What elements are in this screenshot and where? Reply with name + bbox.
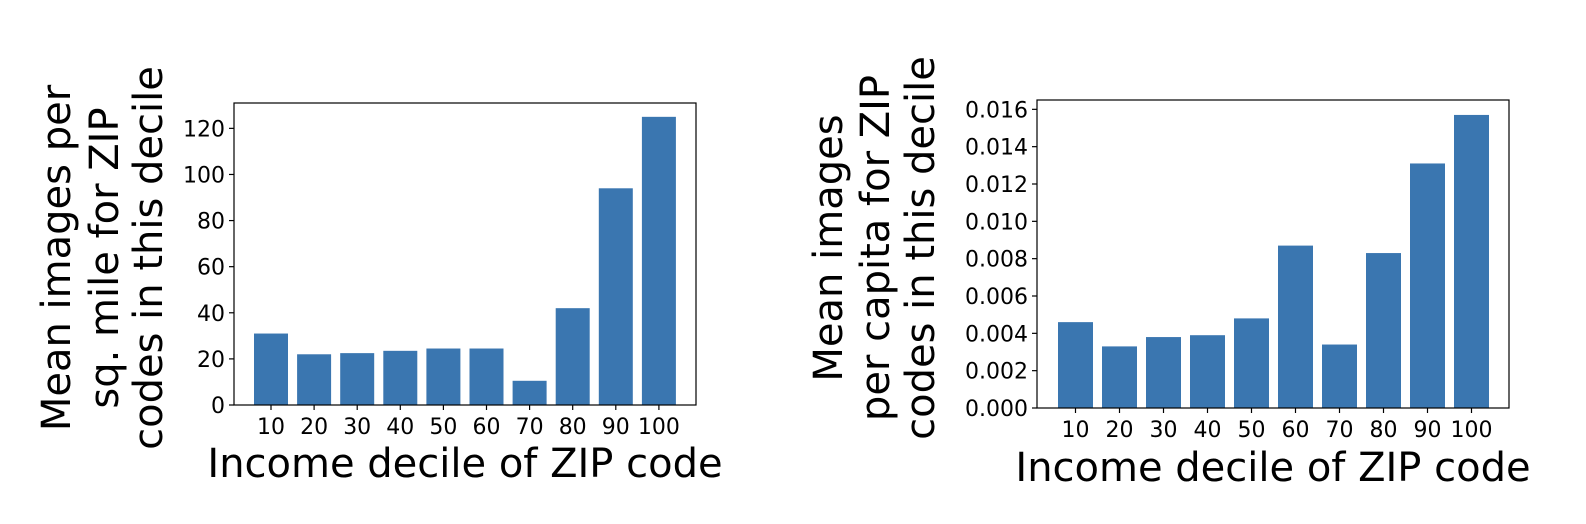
y-tick-label: 20	[197, 348, 225, 373]
bar-40	[1190, 335, 1225, 408]
x-tick-label: 30	[1150, 418, 1178, 443]
y-tick-label: 100	[183, 163, 225, 188]
y-axis-label-line: sq. mile for ZIP	[82, 107, 128, 408]
plot-frame	[1036, 99, 1510, 409]
chart-images-per-capita: 10 20 30 40 50 60 70 80 90 100 0.000 0.002 0.004 0.00…	[806, 56, 1531, 491]
y-tick-label: 0	[211, 394, 225, 419]
bar-80	[1366, 253, 1401, 408]
y-tick-label: 60	[197, 256, 225, 281]
bar-100	[1454, 114, 1489, 408]
y-tick-label: 0.002	[965, 360, 1028, 385]
x-tick-label: 70	[516, 415, 544, 440]
bar-70	[512, 380, 547, 405]
bar-80	[555, 308, 590, 405]
x-tick-label: 100	[638, 415, 680, 440]
bar-10	[1058, 322, 1093, 408]
x-tick-label: 60	[1282, 418, 1310, 443]
bar-100	[641, 116, 676, 405]
y-tick-label: 0.004	[965, 322, 1028, 347]
y-tick-label: 0.006	[965, 285, 1028, 310]
x-tick-label: 20	[1106, 418, 1134, 443]
x-tick-label: 80	[559, 415, 587, 440]
bar-90	[598, 188, 633, 405]
x-tick-label: 20	[300, 415, 328, 440]
x-tick-label: 40	[386, 415, 414, 440]
y-tick-label: 0.010	[965, 210, 1028, 235]
y-tick-label: 0.016	[965, 98, 1028, 123]
x-tick-label: 100	[1451, 418, 1493, 443]
bar-30	[1146, 337, 1181, 408]
chart-images-per-sq-mile: 10 20 30 40 50 60 70 80 90 100 0 20 40 60 80 100 120 Inco…	[34, 66, 723, 487]
bar-40	[383, 350, 418, 405]
x-tick-label: 30	[343, 415, 371, 440]
x-tick-label: 10	[1062, 418, 1090, 443]
y-tick-label: 120	[183, 117, 225, 142]
y-axis-label-line: Mean images per	[34, 84, 80, 431]
y-tick-label: 0.000	[965, 397, 1028, 422]
bar-50	[426, 348, 461, 405]
x-tick-label: 70	[1326, 418, 1354, 443]
y-tick-label: 40	[197, 302, 225, 327]
x-axis-label: Income decile of ZIP code	[207, 441, 722, 487]
bar-30	[340, 353, 375, 405]
y-axis-label-line: codes in this decile	[126, 66, 172, 450]
bar-20	[1102, 346, 1137, 408]
bar-20	[297, 354, 332, 405]
bar-70	[1322, 344, 1357, 408]
x-tick-label: 90	[1414, 418, 1442, 443]
y-axis-label-line: codes in this decile	[898, 56, 944, 440]
bar-10	[254, 333, 288, 405]
bar-90	[1410, 163, 1445, 408]
x-tick-label: 80	[1370, 418, 1398, 443]
x-tick-label: 40	[1194, 418, 1222, 443]
y-axis-label-line: Mean images	[806, 114, 852, 381]
x-tick-label: 10	[257, 415, 285, 440]
x-tick-label: 50	[429, 415, 457, 440]
y-tick-label: 0.014	[965, 136, 1028, 161]
y-tick-label: 0.012	[965, 173, 1028, 198]
y-axis-label-line: per capita for ZIP	[853, 75, 899, 421]
x-tick-label: 50	[1238, 418, 1266, 443]
y-tick-label: 80	[197, 210, 225, 235]
x-tick-label: 60	[473, 415, 501, 440]
y-tick-label: 0.008	[965, 248, 1028, 273]
x-axis-label: Income decile of ZIP code	[1015, 445, 1530, 491]
bar-60	[1278, 245, 1313, 408]
x-tick-label: 90	[602, 415, 630, 440]
bar-50	[1234, 318, 1269, 408]
bar-60	[469, 348, 504, 405]
plot-frame	[233, 102, 697, 406]
